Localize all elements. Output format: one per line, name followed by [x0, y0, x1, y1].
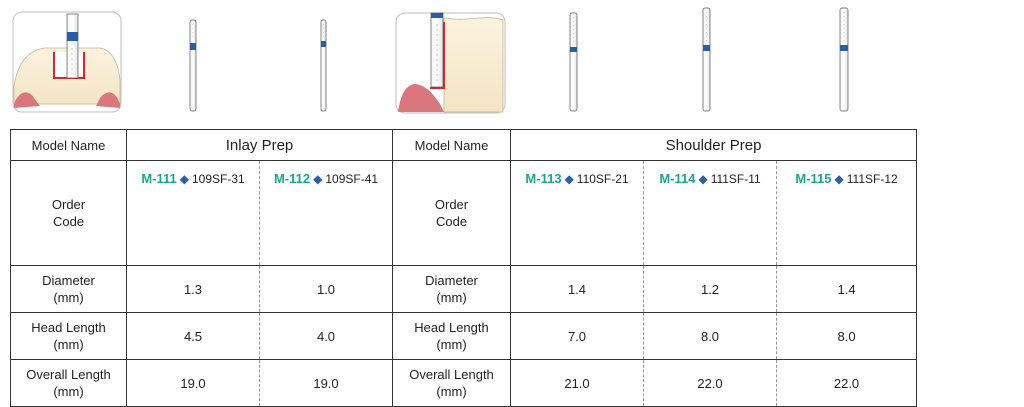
- head-length-m-112: 4.0: [258, 312, 394, 360]
- part-code: 109SF-41: [325, 172, 379, 186]
- part-code: 110SF-21: [576, 172, 629, 186]
- head-length-label-line2: (mm): [436, 337, 467, 352]
- model-code: M-112: [273, 171, 311, 186]
- order-code-row: Order Code M-111 ◆ 109SF-31 M-112 ◆ 109SF-41…: [10, 160, 918, 266]
- overall-length-label-line1: Overall Length: [409, 367, 494, 382]
- overall-length-m-114: 22.0: [643, 359, 778, 407]
- diameter-row: Diameter (mm) 1.3 1.0 Diameter (mm) 1.4 …: [10, 265, 918, 313]
- diameter-m-115: 1.4: [776, 265, 918, 313]
- overall-length-m-115: 22.0: [776, 359, 918, 407]
- order-code-m-114: M-114 ◆ 111SF-11: [643, 160, 778, 266]
- head-length-m-111: 4.5: [126, 312, 260, 360]
- head-length-m-115: 8.0: [776, 312, 918, 360]
- diameter-label: Diameter (mm): [10, 265, 127, 313]
- diamond-icon: ◆: [564, 172, 574, 186]
- diamond-icon: ◆: [179, 172, 189, 186]
- diamond-icon: ◆: [834, 172, 844, 186]
- model-code: M-114: [659, 171, 696, 186]
- order-code-label-line2: Code: [435, 214, 468, 229]
- bur-m-114: [702, 7, 711, 112]
- order-code-label-line1: Order: [51, 197, 86, 212]
- diameter-label-2: Diameter (mm): [392, 265, 512, 313]
- order-code-label: Order Code: [10, 160, 127, 266]
- model-code: M-113: [525, 171, 562, 186]
- model-code: M-111: [141, 171, 177, 186]
- head-length-label: Head Length (mm): [10, 312, 127, 360]
- overall-length-label-line1: Overall Length: [26, 367, 111, 382]
- order-code-m-111: M-111 ◆ 109SF-31: [126, 160, 260, 266]
- illustration-strip: [0, 0, 1024, 125]
- header-row: Model Name Inlay Prep Model Name Shoulde…: [10, 129, 918, 161]
- head-length-m-113: 7.0: [510, 312, 645, 360]
- diameter-label-line1: Diameter: [425, 273, 478, 288]
- order-code-m-113: M-113 ◆ 110SF-21: [510, 160, 645, 266]
- diameter-m-114: 1.2: [643, 265, 778, 313]
- order-code-label-2: Order Code: [392, 160, 512, 266]
- model-code: M-115: [795, 171, 832, 186]
- part-code: 109SF-31: [191, 172, 245, 186]
- diamond-icon: ◆: [313, 172, 323, 186]
- head-length-label-line1: Head Length: [31, 320, 106, 335]
- diameter-m-111: 1.3: [126, 265, 260, 313]
- overall-length-label-2: Overall Length (mm): [392, 359, 512, 407]
- inlay-prep-diagram: [12, 11, 122, 113]
- overall-length-row: Overall Length (mm) 19.0 19.0 Overall Le…: [10, 359, 918, 407]
- order-code-m-112: M-112 ◆ 109SF-41: [258, 160, 394, 266]
- overall-length-m-113: 21.0: [510, 359, 645, 407]
- order-code-m-115: M-115 ◆ 111SF-12: [776, 160, 918, 266]
- head-length-row: Head Length (mm) 4.5 4.0 Head Length (mm…: [10, 312, 918, 360]
- overall-length-label-line2: (mm): [53, 384, 84, 399]
- overall-length-label-line2: (mm): [436, 384, 467, 399]
- overall-length-label: Overall Length (mm): [10, 359, 127, 407]
- bur-m-115: [839, 7, 849, 112]
- diameter-label-line1: Diameter: [42, 273, 95, 288]
- group-inlay-prep: Inlay Prep: [125, 129, 394, 161]
- diameter-label-line2: (mm): [436, 290, 467, 305]
- head-length-m-114: 8.0: [643, 312, 778, 360]
- order-code-label-line2: Code: [52, 214, 85, 229]
- model-name-label: Model Name: [10, 129, 127, 161]
- illustration-svg: [12, 7, 849, 114]
- bur-m-113: [569, 12, 578, 112]
- head-length-label-line2: (mm): [53, 337, 84, 352]
- part-code: 111SF-12: [846, 172, 898, 186]
- head-length-label-2: Head Length (mm): [392, 312, 512, 360]
- spec-table: Model Name Inlay Prep Model Name Shoulde…: [10, 129, 918, 407]
- diameter-m-113: 1.4: [510, 265, 645, 313]
- part-code: 111SF-11: [710, 172, 761, 186]
- overall-length-m-112: 19.0: [258, 359, 394, 407]
- bur-m-111: [189, 19, 197, 112]
- model-name-label-2: Model Name: [392, 129, 512, 161]
- order-code-label-line1: Order: [434, 197, 469, 212]
- group-shoulder-prep: Shoulder Prep: [510, 129, 918, 161]
- diameter-m-112: 1.0: [258, 265, 394, 313]
- shoulder-prep-diagram: [395, 12, 506, 114]
- head-length-label-line1: Head Length: [414, 320, 489, 335]
- diameter-label-line2: (mm): [53, 290, 84, 305]
- diamond-icon: ◆: [698, 172, 708, 186]
- bur-m-112: [320, 19, 327, 112]
- overall-length-m-111: 19.0: [126, 359, 260, 407]
